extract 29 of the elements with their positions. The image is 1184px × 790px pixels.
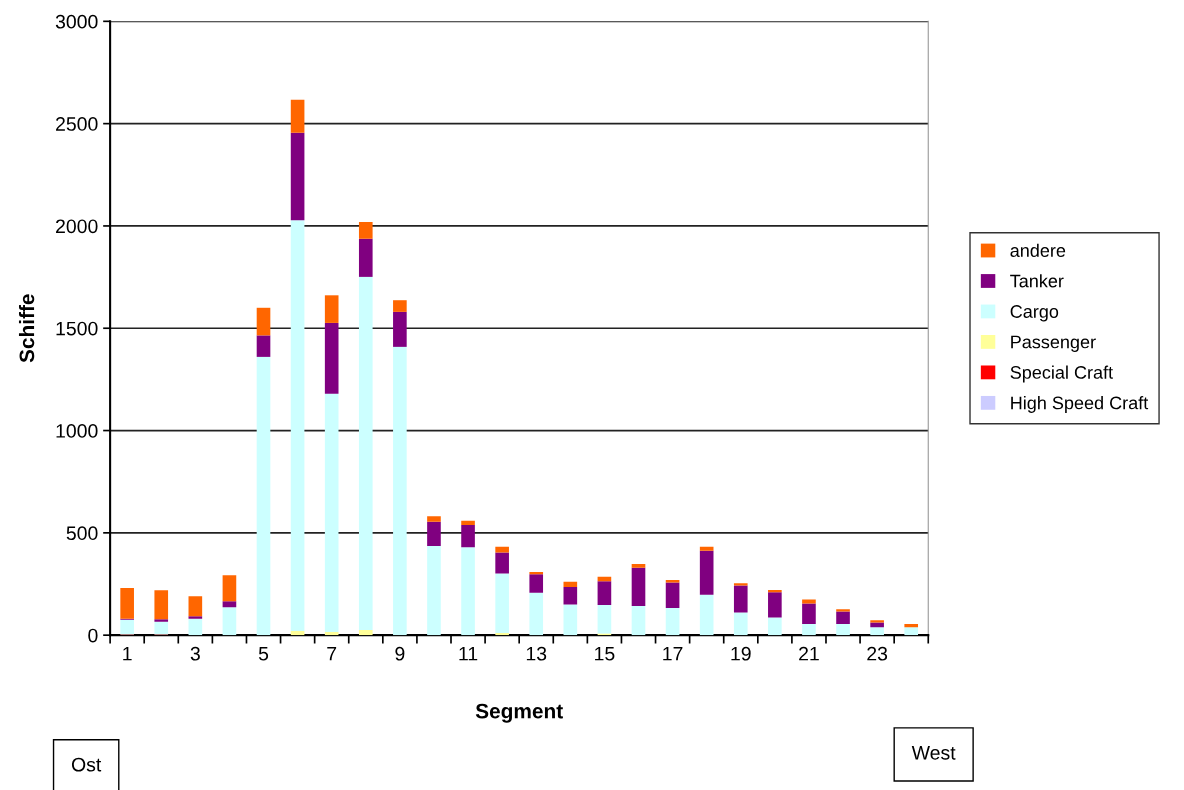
x-tick-label: 17 — [663, 646, 683, 661]
x-tick-label: 23 — [867, 646, 888, 661]
x-tick-label: 1 — [123, 646, 132, 661]
x-tick-label: 7 — [327, 646, 337, 661]
x-tick-label: 15 — [595, 646, 615, 661]
x-tick-label: 19 — [731, 646, 751, 661]
y-tick-label: 2000 — [56, 219, 98, 234]
x-tick-label: 11 — [459, 646, 478, 661]
y-tick-label: 500 — [66, 526, 98, 541]
legend-label: High Speed Craft — [1011, 396, 1149, 413]
y-tick-label: 1500 — [56, 321, 98, 336]
text: West — [911, 746, 956, 760]
y-tick-label: 2500 — [56, 117, 98, 131]
legend-label: Cargo — [1010, 305, 1059, 322]
legend-label: andere — [1010, 243, 1066, 257]
x-tick-label: 9 — [395, 646, 405, 661]
x-axis-title: Segment — [475, 703, 563, 723]
y-tick-label: 3000 — [55, 14, 98, 29]
text: Ost — [71, 757, 102, 772]
y-tick-label: 1000 — [56, 424, 98, 438]
y-axis-title: Schiffe — [18, 294, 35, 363]
legend-label: Special Craft — [1010, 365, 1113, 383]
y-tick-label: 0 — [88, 628, 98, 643]
x-tick-label: 21 — [799, 646, 819, 661]
legend-label: Tanker — [1010, 274, 1064, 288]
x-tick-label: 13 — [526, 646, 547, 661]
x-tick-label: 5 — [258, 646, 269, 661]
x-tick-label: 3 — [190, 646, 200, 661]
legend-label: Passenger — [1011, 335, 1096, 352]
